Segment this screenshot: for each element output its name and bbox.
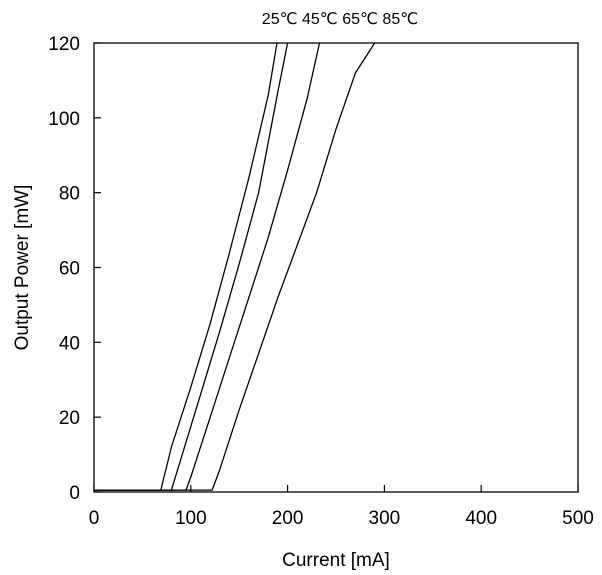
x-tick-label: 400 xyxy=(465,508,497,529)
x-tick-label: 300 xyxy=(369,508,401,529)
y-tick-label: 80 xyxy=(59,184,80,205)
y-axis-ticks: 0 20 40 60 80 100 120 xyxy=(48,34,101,504)
x-tick-label: 200 xyxy=(272,508,304,529)
plot-frame xyxy=(93,42,579,493)
x-tick-label: 0 xyxy=(89,508,100,529)
y-tick-label: 40 xyxy=(59,333,80,354)
x-tick-label: 100 xyxy=(175,508,207,529)
x-tick-label: 500 xyxy=(562,508,594,529)
series-line-0 xyxy=(94,42,278,491)
y-tick-label: 120 xyxy=(48,34,80,55)
series-lines xyxy=(94,42,376,491)
x-axis-ticks: 0 100 200 300 400 500 xyxy=(89,485,594,529)
plot-area xyxy=(93,42,579,493)
y-tick-label: 60 xyxy=(59,259,80,280)
x-axis-title: Current [mA] xyxy=(282,550,390,571)
y-tick-label: 0 xyxy=(69,483,80,504)
series-line-2 xyxy=(94,42,321,491)
legend-temperatures: 25℃ 45℃ 65℃ 85℃ xyxy=(262,11,418,28)
y-tick-label: 100 xyxy=(48,109,80,130)
y-axis-title: Output Power [mW] xyxy=(12,185,33,351)
y-tick-label: 20 xyxy=(59,408,80,429)
series-line-3 xyxy=(94,42,376,491)
